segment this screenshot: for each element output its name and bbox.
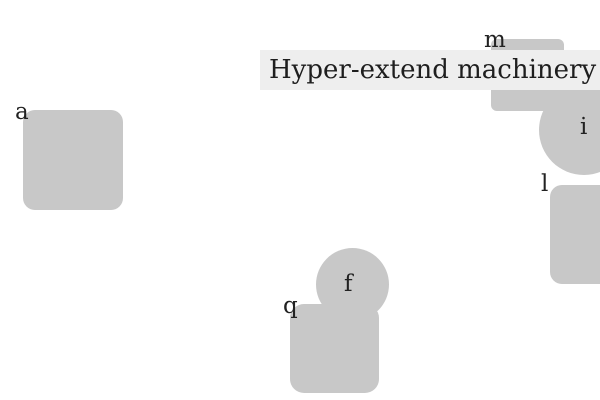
label-f: f <box>344 271 353 297</box>
shape-a[interactable] <box>23 110 123 210</box>
shape-f[interactable]: f <box>316 248 389 321</box>
label-l: l <box>541 171 549 197</box>
label-i: i <box>580 114 588 140</box>
label-m: m <box>484 27 506 53</box>
shape-l[interactable] <box>550 185 600 284</box>
label-q: q <box>283 293 298 319</box>
label-a: a <box>15 99 29 125</box>
banner-text: Hyper-extend machinery <box>260 50 600 90</box>
